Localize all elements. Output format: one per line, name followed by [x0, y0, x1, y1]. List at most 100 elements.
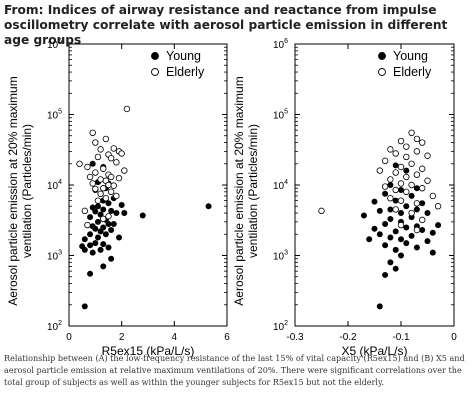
young-point [92, 208, 99, 215]
young-point [108, 255, 115, 262]
legend-marker-elderly [378, 68, 386, 76]
young-point [387, 215, 394, 222]
young-point [387, 234, 394, 241]
young-point [102, 231, 109, 238]
young-point [403, 167, 410, 174]
young-point [94, 203, 101, 210]
young-point [87, 231, 94, 238]
x-tick-label: -0.3 [286, 332, 304, 343]
elderly-point [113, 192, 120, 200]
young-point [108, 226, 115, 233]
elderly-point [102, 135, 110, 143]
young-point [89, 204, 96, 211]
x-tick-label: -0.2 [339, 332, 357, 343]
elderly-point [419, 216, 426, 224]
elderly-point [424, 152, 431, 159]
x-tick-label: 4 [172, 332, 178, 343]
elderly-point [413, 226, 421, 234]
y-tick-label: 102 [273, 320, 288, 333]
elderly-point [392, 150, 399, 157]
elderly-point [408, 160, 415, 167]
y-tick-label: 106 [47, 38, 62, 51]
young-point [108, 207, 115, 214]
young-point [403, 203, 410, 210]
young-point [424, 238, 431, 245]
elderly-point [397, 163, 405, 171]
young-point [392, 265, 399, 272]
elderly-point [403, 173, 410, 181]
young-point [366, 236, 373, 243]
young-point [371, 198, 378, 205]
x-tick-label: 0 [66, 332, 72, 343]
x-tick-label: -0.1 [392, 332, 410, 343]
young-point [392, 162, 399, 169]
chart-panel-x5: 102 103 104 105 106 -0.3 -0.2 -0.1 0 X5 (kPa/L/s)… [232, 38, 457, 358]
elderly-point [118, 150, 125, 157]
young-point [419, 226, 426, 233]
elderly-point [97, 176, 104, 183]
elderly-point [115, 174, 123, 182]
young-point [121, 210, 128, 217]
young-point [387, 181, 394, 188]
elderly-point [105, 181, 112, 189]
young-point [100, 241, 107, 248]
young-point [376, 303, 383, 310]
young-point [382, 190, 389, 197]
young-point [429, 229, 436, 236]
young-point [392, 246, 399, 253]
legend-label-young: Young [393, 49, 428, 63]
young-point [139, 212, 146, 219]
young-point [81, 246, 88, 253]
y-axis-label: Aerosol particle emission at 20% maximum… [6, 76, 34, 305]
elderly-point [97, 190, 104, 198]
young-point [105, 244, 112, 251]
x-axis-label: X5 (kPa/L/s) [341, 344, 407, 358]
elderly-point [408, 181, 415, 189]
elderly-point [94, 153, 102, 161]
elderly-point [413, 135, 421, 143]
young-point [116, 234, 123, 241]
legend-label-elderly: Elderly [393, 65, 432, 79]
elderly-point [392, 186, 399, 194]
elderly-point [397, 180, 405, 187]
young-point [118, 202, 125, 209]
elderly-point [397, 221, 405, 229]
y-tick-label: 102 [47, 320, 62, 333]
y-tick-label: 106 [273, 38, 288, 51]
elderly-point [110, 145, 117, 152]
elderly-point [419, 139, 426, 146]
young-point [89, 249, 96, 256]
young-point [435, 222, 442, 229]
legend-marker-young [378, 52, 386, 60]
young-point [408, 232, 415, 239]
elderly-point [403, 188, 410, 196]
young-point [97, 228, 104, 235]
elderly-point [100, 165, 107, 172]
elderly-point [387, 194, 394, 202]
elderly-point [387, 146, 394, 153]
elderly-point [121, 167, 128, 174]
young-point [382, 220, 389, 227]
legend-marker-young [151, 52, 159, 60]
young-point [413, 244, 420, 251]
young-point [397, 210, 404, 217]
elderly-point [107, 188, 115, 196]
young-point [89, 160, 96, 167]
elderly-point [94, 197, 102, 204]
figure-caption: Relationship between (A) the low-frequen… [4, 353, 465, 387]
young-point [403, 224, 410, 231]
y-tick-label: 105 [47, 109, 62, 122]
x-tick-label: 2 [119, 332, 125, 343]
elderly-point [429, 192, 436, 200]
elderly-point [86, 173, 94, 181]
elderly-point [408, 129, 415, 137]
elderly-point [408, 209, 415, 217]
elderly-point [89, 129, 96, 137]
legend-label-young: Young [166, 49, 201, 63]
elderly-point [92, 139, 99, 146]
elderly-point [397, 137, 405, 145]
elderly-point [81, 207, 88, 215]
young-point [413, 206, 420, 213]
young-point [387, 259, 394, 266]
elderly-point [419, 165, 426, 172]
